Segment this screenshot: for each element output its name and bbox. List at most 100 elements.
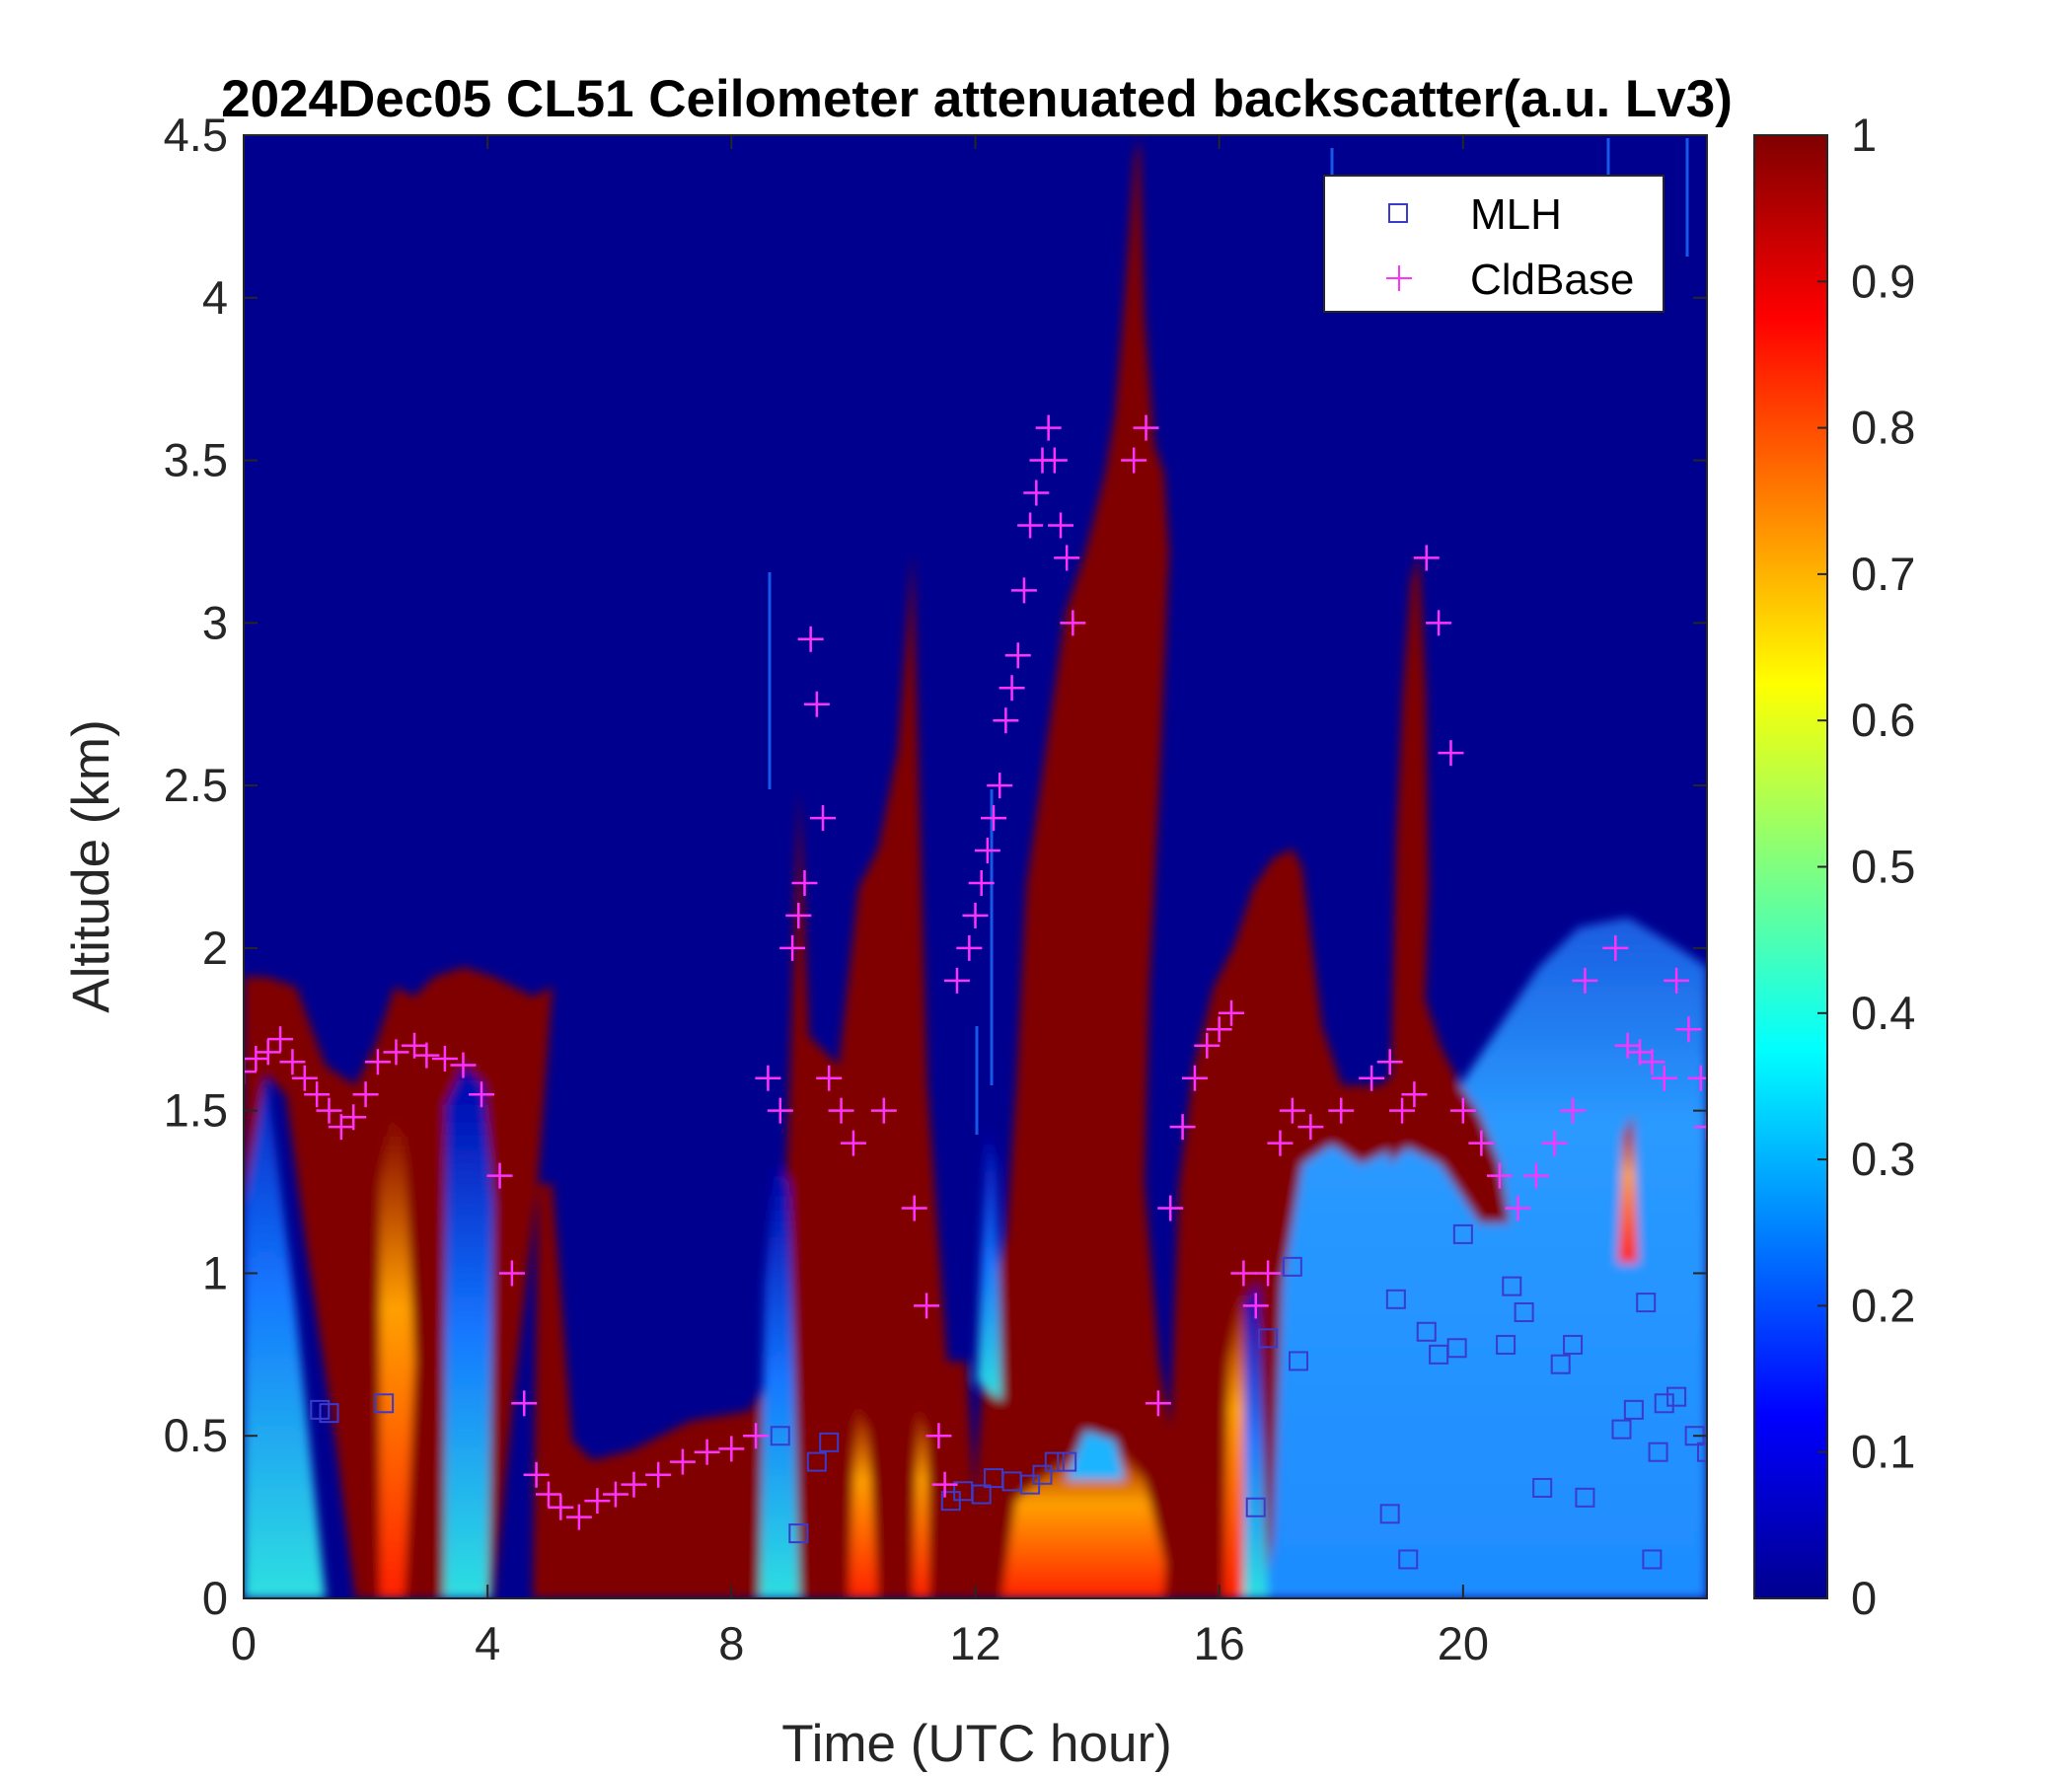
cldbase-point [755, 1065, 781, 1091]
cldbase-point [1560, 1097, 1587, 1124]
field-mid-hot-2 [913, 1401, 929, 1598]
cldbase-point [1010, 577, 1037, 604]
mlh-point [1258, 1328, 1279, 1349]
cldbase-point [962, 902, 989, 928]
cldbase-point [987, 773, 1013, 799]
cldbase-point [785, 902, 812, 928]
cldbase-point [535, 1481, 561, 1508]
cldbase-point [1048, 512, 1074, 539]
legend-box [1323, 175, 1665, 313]
cldbase-point [925, 1423, 952, 1449]
cldbase-point [779, 934, 806, 961]
y-tick-label: 1.5 [164, 1084, 228, 1137]
cldbase-point [1486, 1162, 1513, 1189]
mlh-point [1697, 1442, 1707, 1462]
mlh-point [1623, 1399, 1644, 1420]
field-mid-hot [849, 1401, 878, 1598]
mlh-point [971, 1484, 992, 1505]
cldbase-point [1449, 1097, 1476, 1124]
x-axis: 0 4 8 12 16 20 [231, 135, 1489, 1669]
cldbase-point [943, 967, 970, 994]
mlh-point [1416, 1321, 1437, 1342]
y-tick-label: 0 [202, 1572, 228, 1624]
colorbar-tick-label: 1 [1851, 109, 1877, 161]
colorbar-tick-label: 0 [1851, 1572, 1877, 1624]
mlh-point [1282, 1256, 1302, 1277]
legend-marker-cldbase [1386, 265, 1412, 291]
mlh-point [1496, 1334, 1517, 1355]
y-tick-label: 2.5 [164, 759, 228, 811]
mlh-point [1245, 1497, 1266, 1517]
mlh-point [1550, 1354, 1571, 1374]
cldbase-point [1145, 1390, 1171, 1417]
cldbase-point [565, 1504, 592, 1530]
cldbase-point [431, 1045, 458, 1072]
mlh-point [1636, 1293, 1657, 1313]
field-right-blue [1209, 918, 1707, 1598]
cldbase-point [914, 1293, 940, 1319]
x-tick-label: 20 [1438, 1617, 1489, 1669]
cldbase-point [840, 1130, 866, 1156]
chart-title: 2024Dec05 CL51 Ceilometer attenuated bac… [221, 70, 1733, 128]
cldbase-point [1359, 1065, 1385, 1091]
cldbase-point [511, 1390, 538, 1417]
field-bl-maroon [533, 553, 987, 1598]
cldbase-point [1401, 1081, 1428, 1108]
cldbase-point [413, 1042, 440, 1069]
cldbase-point [1267, 1130, 1294, 1156]
cldbase-point [279, 1049, 306, 1075]
cldbase-point [548, 1494, 574, 1520]
mlh-point [1044, 1451, 1065, 1472]
marker-layer [244, 414, 1707, 1570]
mlh-point [1288, 1351, 1308, 1371]
y-axis: 0 0.5 1 1.5 2 2.5 3 3.5 4 4.5 [164, 109, 1707, 1624]
colorbar-tick-label: 0.9 [1851, 255, 1915, 307]
mlh-point [1654, 1393, 1674, 1414]
field-right-hot-2 [1618, 1115, 1638, 1263]
cldbase-point [999, 675, 1025, 702]
cldbase-point [956, 934, 983, 961]
heatmap-field [244, 138, 1707, 1598]
cldbase-point [981, 805, 1007, 832]
cldbase-point [352, 1081, 379, 1108]
colorbar-tick-label: 0.7 [1851, 548, 1915, 600]
cldbase-point [584, 1488, 611, 1515]
cldbase-point [1041, 447, 1068, 474]
x-tick-label: 8 [718, 1617, 744, 1669]
colorbar-tick-label: 0.4 [1851, 987, 1915, 1039]
mlh-point [1563, 1334, 1584, 1355]
colorbar-ticks: 0 0.1 0.2 0.3 0.4 0.5 0.6 0.7 0.8 0.9 1 [1817, 109, 1915, 1624]
cldbase-point [1157, 1195, 1184, 1221]
mlh-point [1502, 1276, 1522, 1296]
cldbase-point [291, 1065, 318, 1091]
mlh-point [1032, 1464, 1053, 1485]
cldbase-point [267, 1026, 294, 1053]
cldbase-point [797, 626, 824, 652]
cldbase-point [621, 1471, 647, 1498]
cldbase-point [1376, 1049, 1403, 1075]
field-central-cyan-low [1066, 1431, 1125, 1480]
x-tick-label: 12 [949, 1617, 1000, 1669]
cldbase-point [968, 869, 995, 896]
colorbar-tick-label: 0.1 [1851, 1426, 1915, 1478]
mlh-point [1446, 1338, 1467, 1359]
field-central-cyan-edge [977, 1125, 1001, 1401]
y-tick-label: 1 [202, 1246, 228, 1298]
cldbase-point [931, 1471, 958, 1498]
x-axis-label: Time (UTC hour) [781, 1715, 1172, 1773]
x-tick-label: 4 [475, 1617, 500, 1669]
colorbar-tick-label: 0.3 [1851, 1133, 1915, 1185]
y-tick-label: 3 [202, 596, 228, 648]
cldbase-point [1687, 1065, 1707, 1091]
cldbase-point [1035, 414, 1062, 441]
mlh-point [819, 1432, 840, 1452]
cldbase-point [1664, 967, 1690, 994]
field-mid-cyan [760, 1164, 799, 1598]
cldbase-point [974, 838, 1000, 864]
cldbase-point [1328, 1097, 1355, 1124]
cldbase-point [340, 1104, 367, 1131]
mlh-point [806, 1451, 827, 1472]
cldbase-point [450, 1052, 477, 1078]
cldbase-point [1522, 1162, 1549, 1189]
field-right-cyan [1243, 1283, 1268, 1598]
